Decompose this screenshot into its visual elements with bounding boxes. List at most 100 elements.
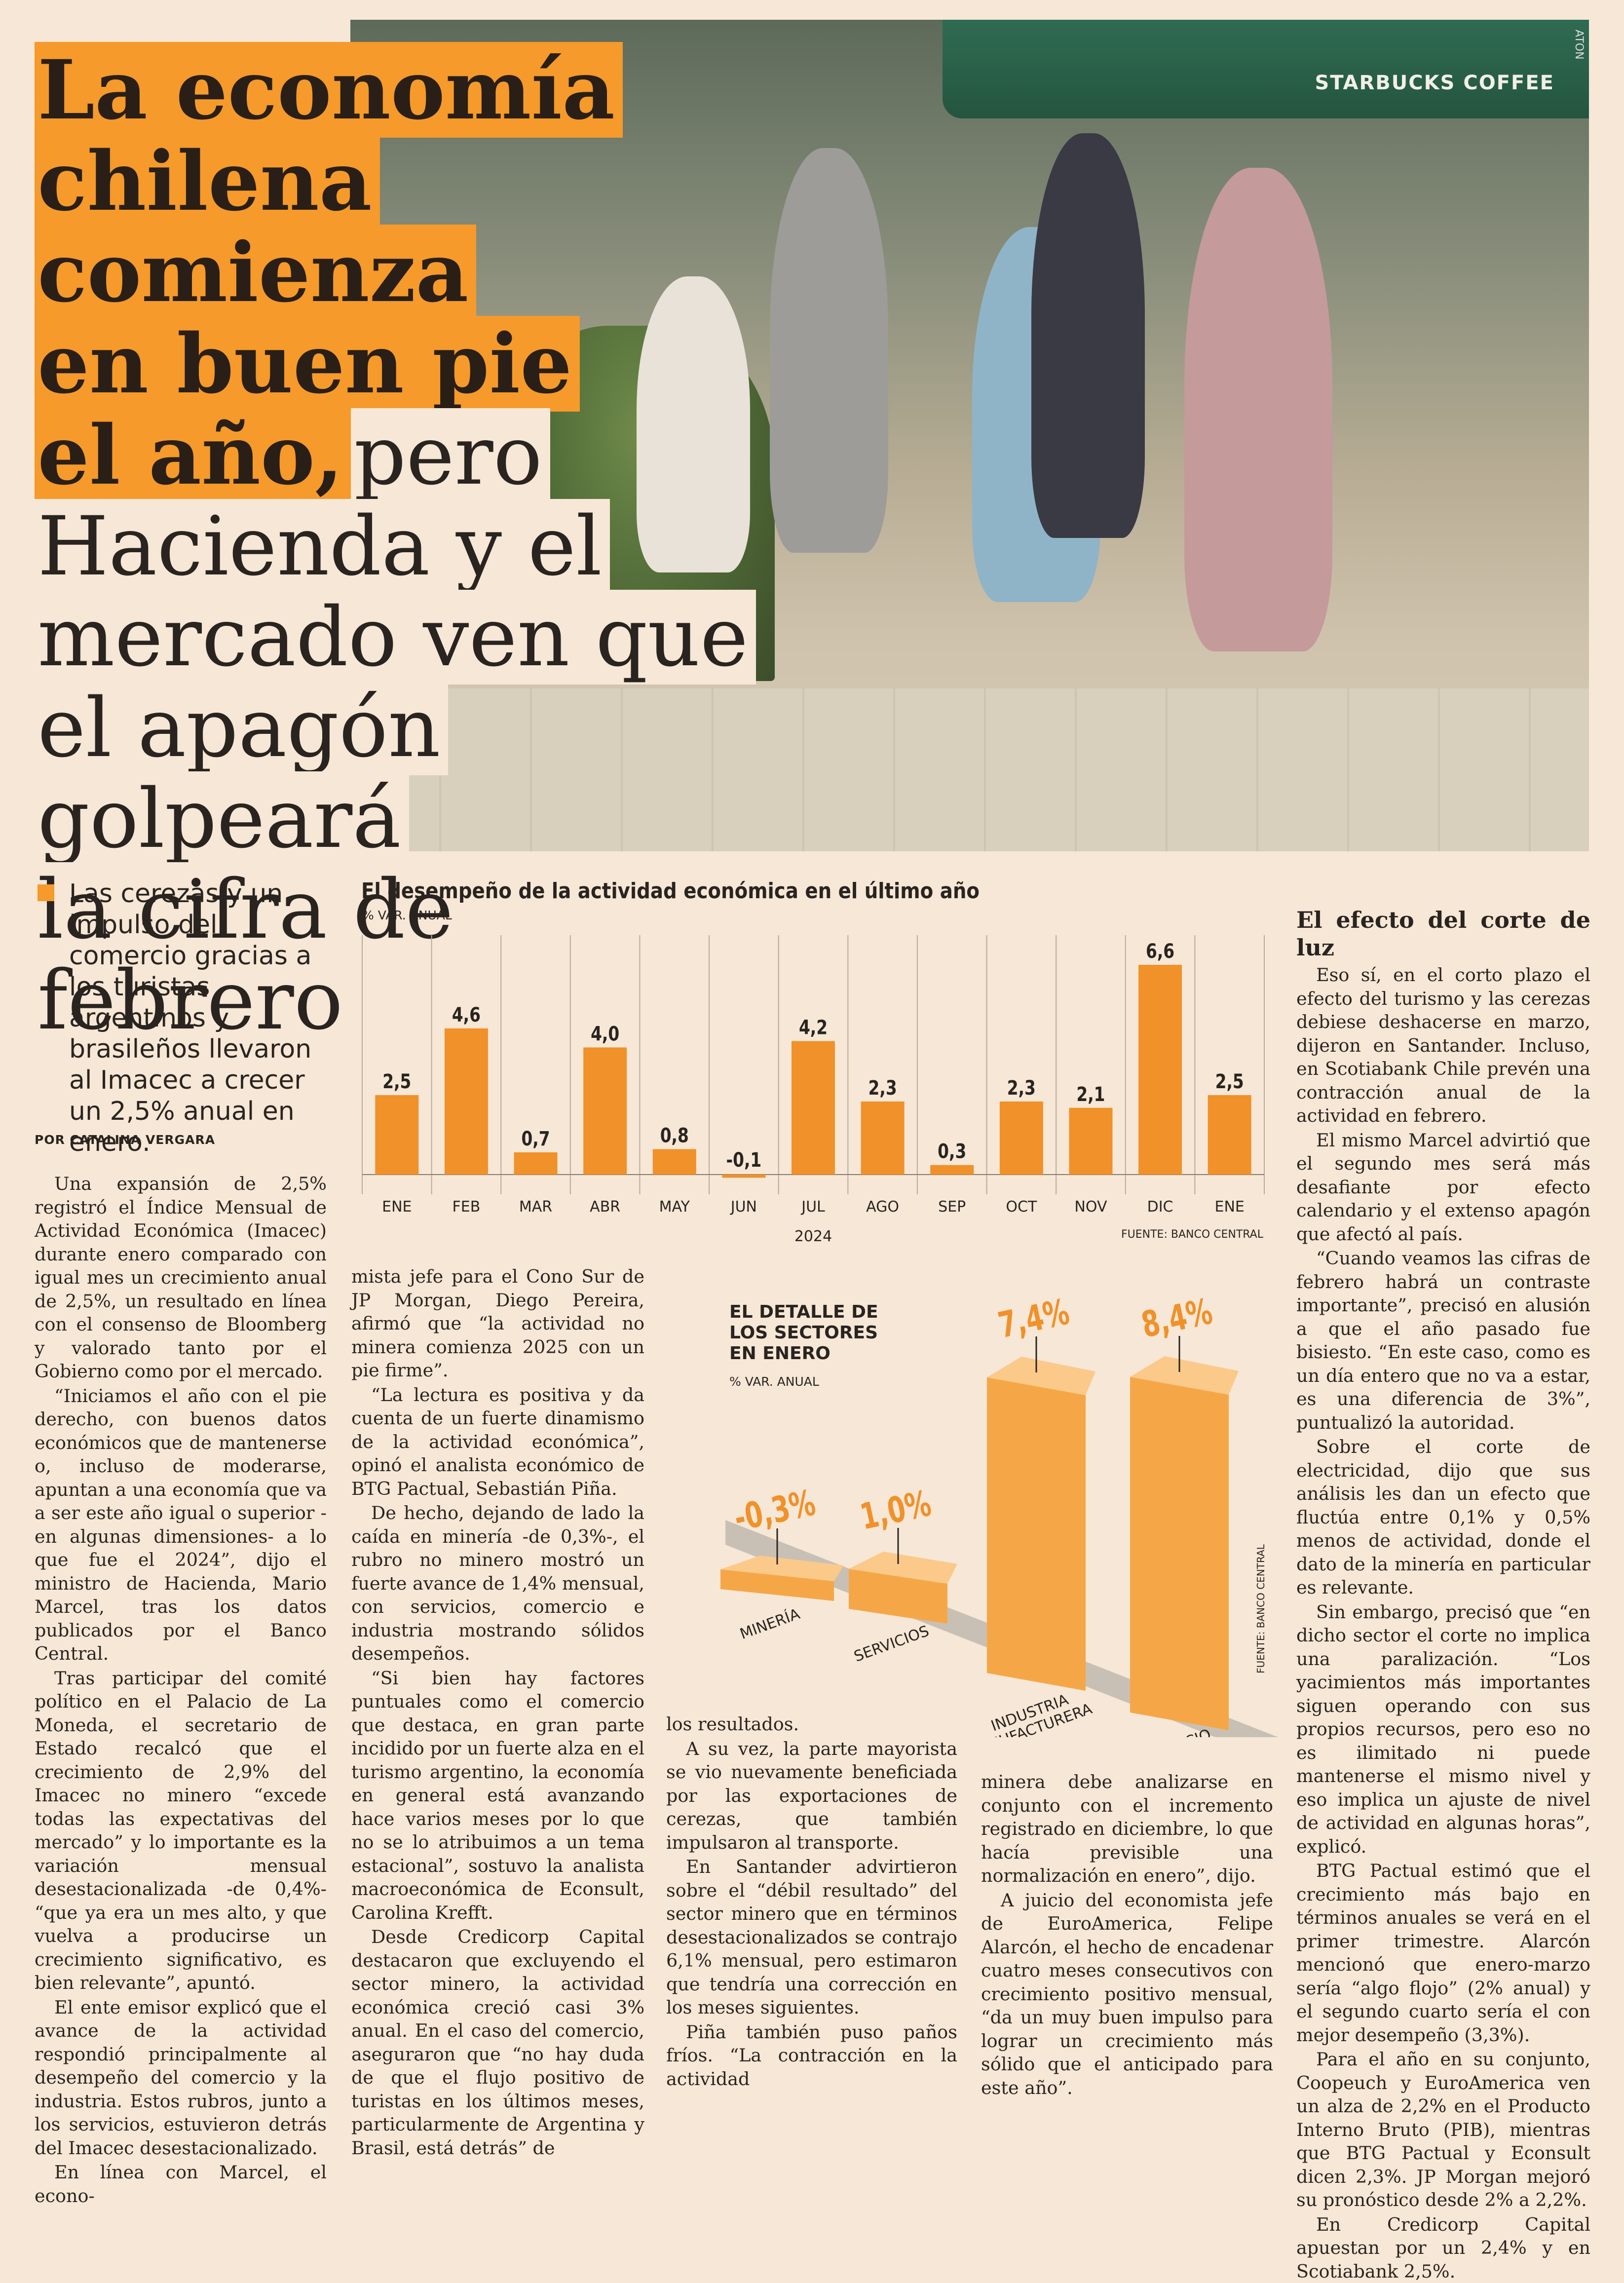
data-label: 2,5 xyxy=(382,1070,411,1093)
deck-text: Las cerezas y un impulso del comercio gr… xyxy=(69,878,331,1158)
bar xyxy=(653,1149,696,1175)
sectors-svg: -0,3%MINERÍA1,0%SERVICIOS7,4%INDUSTRIAMA… xyxy=(666,1263,1293,1737)
bar xyxy=(375,1095,418,1175)
tick-label: JUL xyxy=(800,1198,825,1216)
data-label: 0,7 xyxy=(521,1127,550,1150)
subheading: El efecto del corte de luz xyxy=(1296,906,1590,961)
sectors-chart: EL DETALLE DE LOS SECTORES EN ENERO % VA… xyxy=(666,1263,1293,1737)
bar xyxy=(1069,1108,1112,1175)
paragraph: “La lectura es positiva y da cuenta de u… xyxy=(351,1383,644,1501)
category-label: SERVICIOS xyxy=(852,1622,931,1665)
tick-label: MAY xyxy=(659,1198,690,1216)
headline-light-line: mercado ven que xyxy=(35,590,756,685)
bar xyxy=(583,1047,627,1175)
paragraph: Sobre el corte de electricidad, dijo que… xyxy=(1296,1435,1590,1599)
bar xyxy=(1130,1377,1229,1730)
data-label: 7,4% xyxy=(995,1291,1073,1346)
paragraph: minera debe analizarse en conjunto con e… xyxy=(981,1770,1273,1888)
bar xyxy=(792,1041,835,1175)
paragraph: Sin embargo, precisó que “en dicho secto… xyxy=(1296,1600,1590,1859)
body-column-3: los resultados. A su vez, la parte mayor… xyxy=(666,1712,957,2091)
paragraph: A su vez, la parte mayorista se vio nuev… xyxy=(666,1737,957,1855)
bar xyxy=(445,1028,488,1175)
data-label: 2,3 xyxy=(869,1076,897,1100)
person xyxy=(1184,168,1332,651)
body-column-4: minera debe analizarse en conjunto con e… xyxy=(981,1770,1273,2099)
paragraph: A juicio del economista jefe de EuroAmer… xyxy=(981,1889,1273,2100)
bar xyxy=(514,1152,558,1175)
headline-light-line: Hacienda y el xyxy=(35,499,610,594)
person xyxy=(1031,133,1145,538)
bar xyxy=(1138,965,1182,1175)
chart-source: FUENTE: BANCO CENTRAL xyxy=(1121,1228,1264,1241)
body-column-2: mista jefe para el Cono Sur de JP Morgan… xyxy=(351,1265,644,2160)
tick-label: SEP xyxy=(938,1198,966,1216)
data-label: 4,0 xyxy=(591,1022,619,1045)
paragraph: Eso sí, en el corto plazo el efecto del … xyxy=(1296,963,1590,1128)
headline-bold-line: en buen pie xyxy=(35,316,580,412)
paragraph: Una expansión de 2,5% registró el Índice… xyxy=(35,1172,327,1383)
tick-label: ENE xyxy=(382,1198,412,1216)
paragraph: Piña también puso paños fríos. “La contr… xyxy=(666,2020,957,2091)
bar xyxy=(930,1165,974,1175)
year-label: 2024 xyxy=(794,1228,832,1244)
byline: POR CATALINA VERGARA xyxy=(35,1133,215,1147)
data-label: 4,2 xyxy=(799,1016,828,1039)
bar xyxy=(987,1377,1086,1691)
tick-label: MAR xyxy=(519,1198,552,1216)
data-label: 2,1 xyxy=(1076,1083,1105,1106)
data-label: 0,3 xyxy=(938,1140,966,1163)
monthly-activity-chart: El desempeño de la actividad económica e… xyxy=(351,878,1271,1244)
tick-label: JUN xyxy=(730,1198,757,1216)
paragraph: En Credicorp Capital apuestan por un 2,4… xyxy=(1296,2213,1590,2283)
paragraph: El ente emisor explicó que el avance de … xyxy=(35,1996,327,2160)
paragraph: “Iniciamos el año con el pie derecho, co… xyxy=(35,1384,327,1666)
paragraph: De hecho, dejando de lado la caída en mi… xyxy=(351,1501,644,1666)
chart-source: FUENTE: BANCO CENTRAL xyxy=(1255,1544,1267,1674)
data-label: 0,8 xyxy=(660,1124,689,1147)
paragraph: El mismo Marcel advirtió que el segundo … xyxy=(1296,1129,1590,1246)
paragraph: Desde Credicorp Capital destacaron que e… xyxy=(351,1925,644,2160)
headline-bold-line: el año, xyxy=(35,407,351,503)
photo-credit: ATON xyxy=(1573,30,1585,60)
paragraph: mista jefe para el Cono Sur de JP Morgan… xyxy=(351,1265,644,1382)
tick-label: ENE xyxy=(1215,1198,1245,1216)
paragraph: En línea con Marcel, el econo- xyxy=(35,2161,327,2207)
paragraph: “Si bien hay factores puntuales como el … xyxy=(351,1667,644,1925)
data-label: 2,3 xyxy=(1007,1076,1036,1100)
data-label: 1,0% xyxy=(857,1483,935,1538)
body-column-5: El efecto del corte de luz Eso sí, en el… xyxy=(1296,906,1590,2283)
deck: Las cerezas y un impulso del comercio gr… xyxy=(35,878,331,1158)
tick-label: OCT xyxy=(1006,1198,1037,1216)
data-label: 8,4% xyxy=(1138,1291,1216,1346)
paragraph: BTG Pactual estimó que el crecimiento má… xyxy=(1296,1859,1590,2047)
tick-label: NOV xyxy=(1074,1198,1107,1216)
paragraph: “Cuando veamos las cifras de febrero hab… xyxy=(1296,1247,1590,1434)
tick-label: FEB xyxy=(453,1198,481,1216)
data-label: 2,5 xyxy=(1215,1070,1244,1093)
headline-light-line: el apagón golpeará xyxy=(35,681,448,866)
tick-label: ABR xyxy=(590,1198,620,1216)
orange-square-bullet xyxy=(38,884,54,901)
bar xyxy=(722,1175,765,1178)
tick-label: DIC xyxy=(1147,1198,1173,1216)
tick-label: AGO xyxy=(866,1198,899,1216)
paragraph: Tras participar del comité político en e… xyxy=(35,1667,327,1995)
umbrella: STARBUCKS COFFEE xyxy=(943,20,1589,118)
bar xyxy=(1000,1102,1043,1175)
data-label: -0,3% xyxy=(730,1482,819,1539)
headline-bold-line: chilena comienza xyxy=(35,133,476,320)
monthly-activity-svg: 2,5 ENE 4,6 FEB 0,7 MAR 4,0 ABR 0,8 MAY -0,1 JUN 4,2… xyxy=(351,878,1271,1244)
data-label: 4,6 xyxy=(452,1003,481,1027)
bar xyxy=(861,1102,905,1175)
paragraph: En Santander advirtieron sobre el “débil… xyxy=(666,1855,957,2019)
person xyxy=(770,148,888,553)
headline-bold-line: La economía xyxy=(35,42,623,138)
category-label: MINERÍA xyxy=(738,1605,802,1643)
body-column-1: Una expansión de 2,5% registró el Índice… xyxy=(35,1172,327,2207)
data-label: -0,1 xyxy=(726,1148,762,1172)
data-label: 6,6 xyxy=(1146,940,1174,963)
umbrella-text: STARBUCKS COFFEE xyxy=(1315,72,1554,94)
headline-light-start: pero xyxy=(351,408,550,503)
paragraph: Para el año en su conjunto, Coopeuch y E… xyxy=(1296,2048,1590,2212)
